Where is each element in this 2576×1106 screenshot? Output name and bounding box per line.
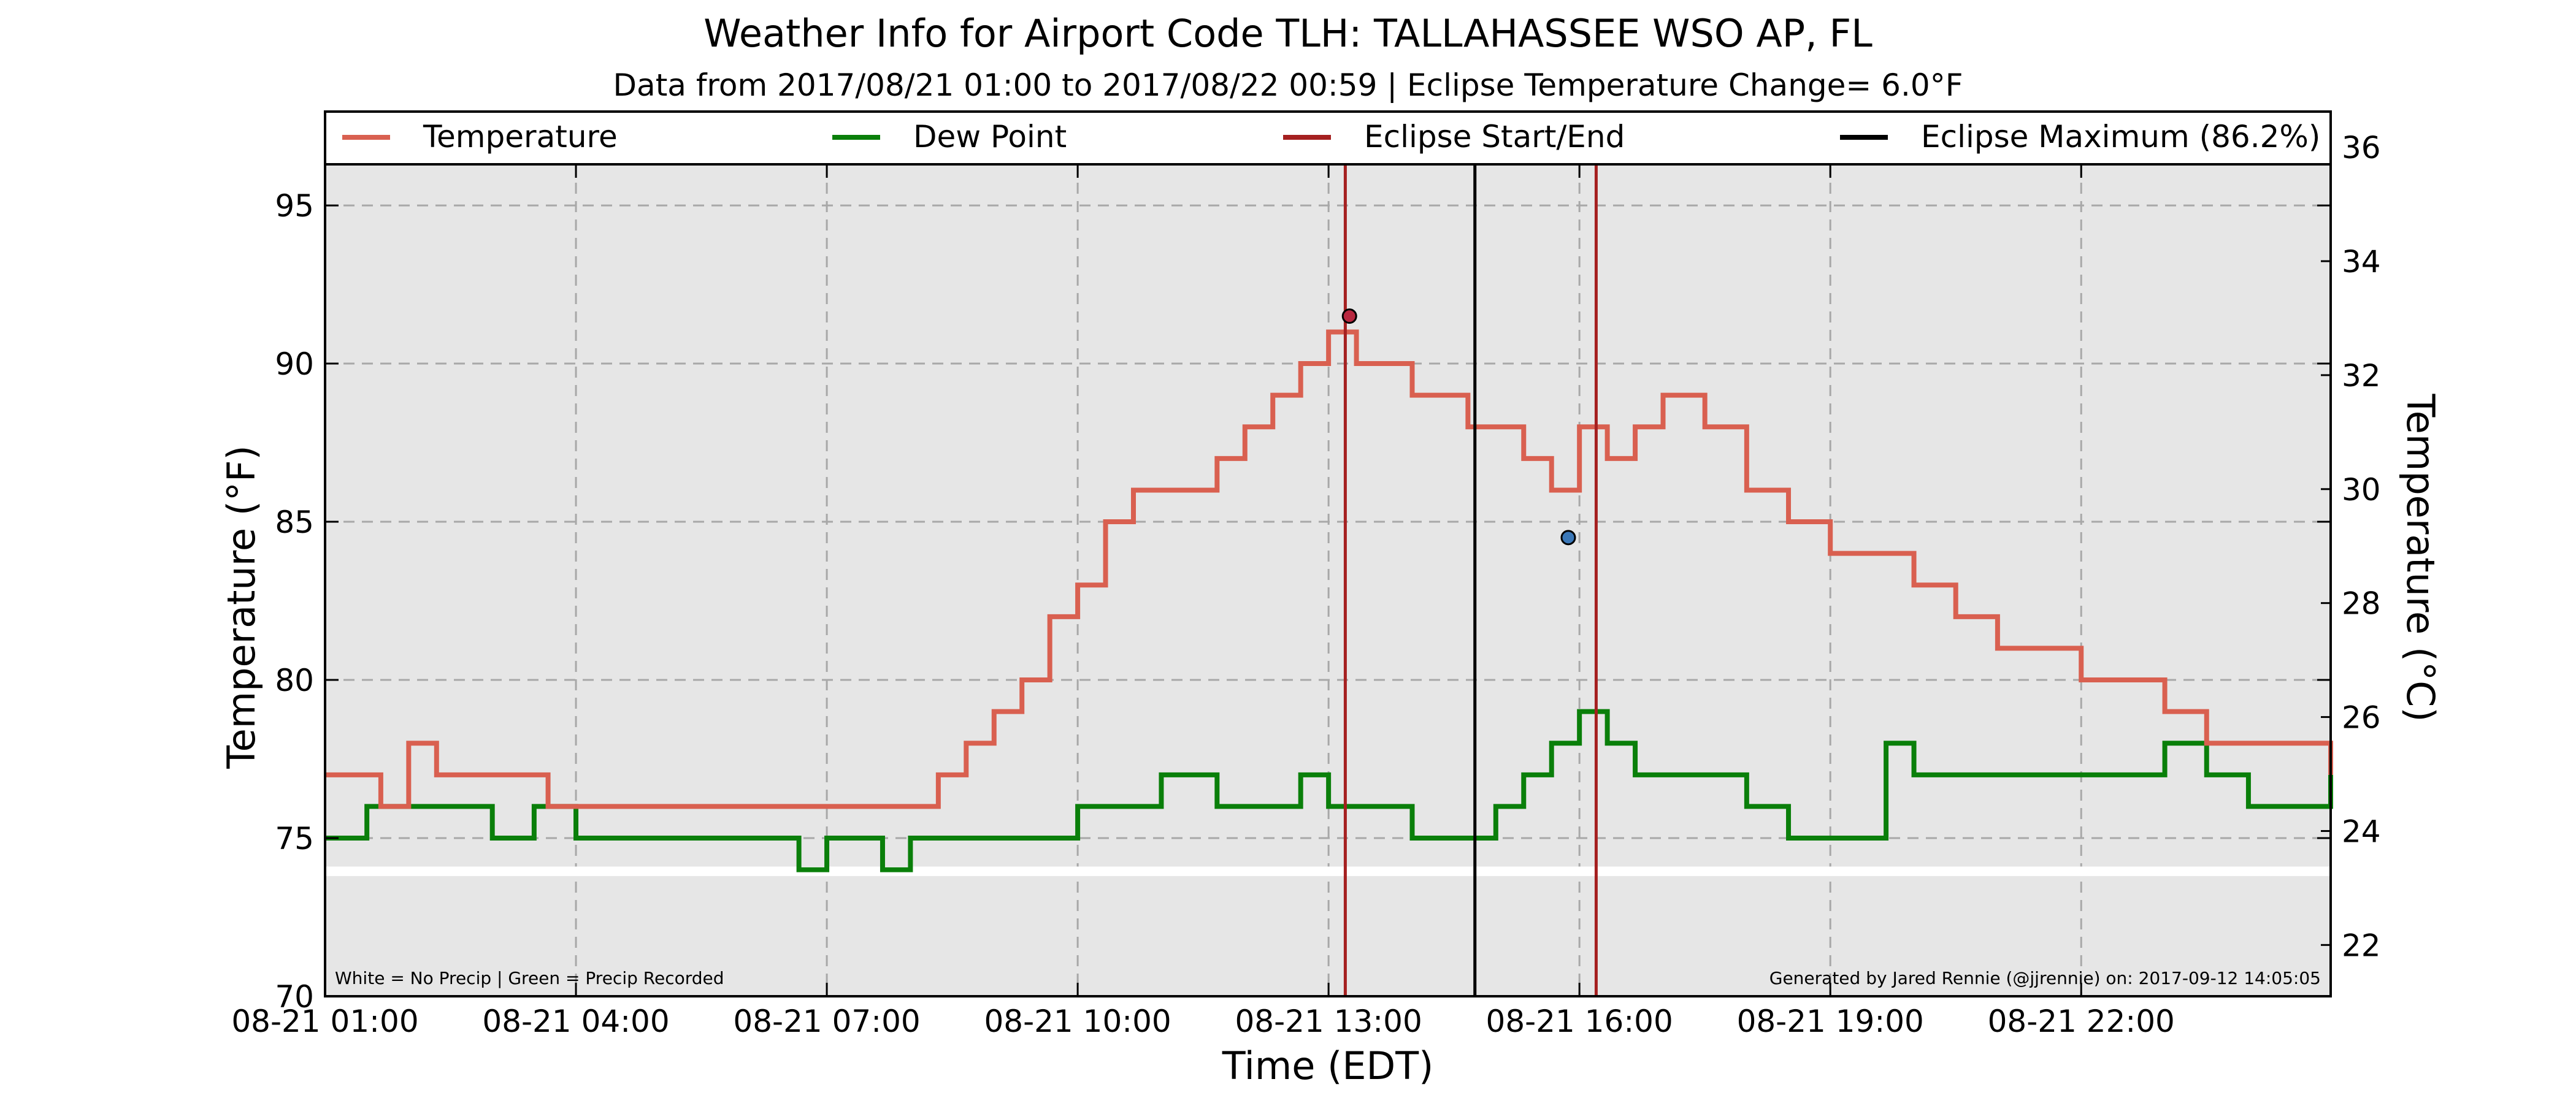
x-tick-label: 08-21 01:00 xyxy=(231,1004,418,1039)
y-right-tick-label: 34 xyxy=(2342,244,2381,280)
y-axis-label: Temperature (°F) xyxy=(219,445,264,769)
x-tick-label: 08-21 22:00 xyxy=(1988,1004,2175,1039)
y-right-tick-label: 26 xyxy=(2342,700,2381,736)
y-right-tick-label: 24 xyxy=(2342,814,2381,849)
x-tick-label: 08-21 19:00 xyxy=(1737,1004,1924,1039)
legend: Temperature Dew Point Eclipse Start/End Ecl… xyxy=(342,119,2320,154)
y-tick-label: 70 xyxy=(275,979,314,1015)
dew-point-line xyxy=(325,709,2333,872)
legend-label: Eclipse Maximum (86.2%) xyxy=(1921,119,2320,154)
y-right-tick-label: 22 xyxy=(2342,928,2381,963)
chart-title: Weather Info for Airport Code TLH: TALLA… xyxy=(703,11,1873,56)
x-tick-label: 08-21 04:00 xyxy=(482,1004,669,1039)
chart-subtitle: Data from 2017/08/21 01:00 to 2017/08/22… xyxy=(613,67,1963,103)
precip-strip xyxy=(325,866,2331,876)
y-right-tick-label: 28 xyxy=(2342,586,2381,622)
generated-by-note: Generated by Jared Rennie (@jjrennie) on… xyxy=(1769,968,2321,988)
eclipse-min-temp-marker xyxy=(1560,530,1576,546)
x-tick-label: 08-21 16:00 xyxy=(1486,1004,1673,1039)
y-axis-right-label: Temperature (°C) xyxy=(2398,393,2443,722)
eclipse-max-temp-marker xyxy=(1341,308,1357,324)
legend-label: Eclipse Start/End xyxy=(1364,119,1625,154)
y-right-tick-label: 36 xyxy=(2342,130,2381,166)
x-tick-label: 08-21 13:00 xyxy=(1235,1004,1422,1039)
y-tick-label: 75 xyxy=(275,821,314,856)
x-tick-label: 08-21 10:00 xyxy=(984,1004,1171,1039)
x-tick-label: 08-21 07:00 xyxy=(733,1004,920,1039)
temperature-line xyxy=(325,329,2333,809)
legend-label: Temperature xyxy=(423,119,618,154)
y-tick-label: 80 xyxy=(275,663,314,698)
precip-legend-note: White = No Precip | Green = Precip Recor… xyxy=(335,968,724,988)
y-tick-label: 85 xyxy=(275,505,314,540)
plot-area: White = No Precip | Green = Precip Recor… xyxy=(231,130,2380,1039)
y-right-tick-label: 30 xyxy=(2342,472,2381,508)
y-right-tick-label: 32 xyxy=(2342,358,2381,394)
x-axis-label: Time (EDT) xyxy=(1222,1043,1434,1088)
legend-label: Dew Point xyxy=(913,119,1067,154)
y-tick-label: 95 xyxy=(275,188,314,224)
y-tick-label: 90 xyxy=(275,346,314,382)
